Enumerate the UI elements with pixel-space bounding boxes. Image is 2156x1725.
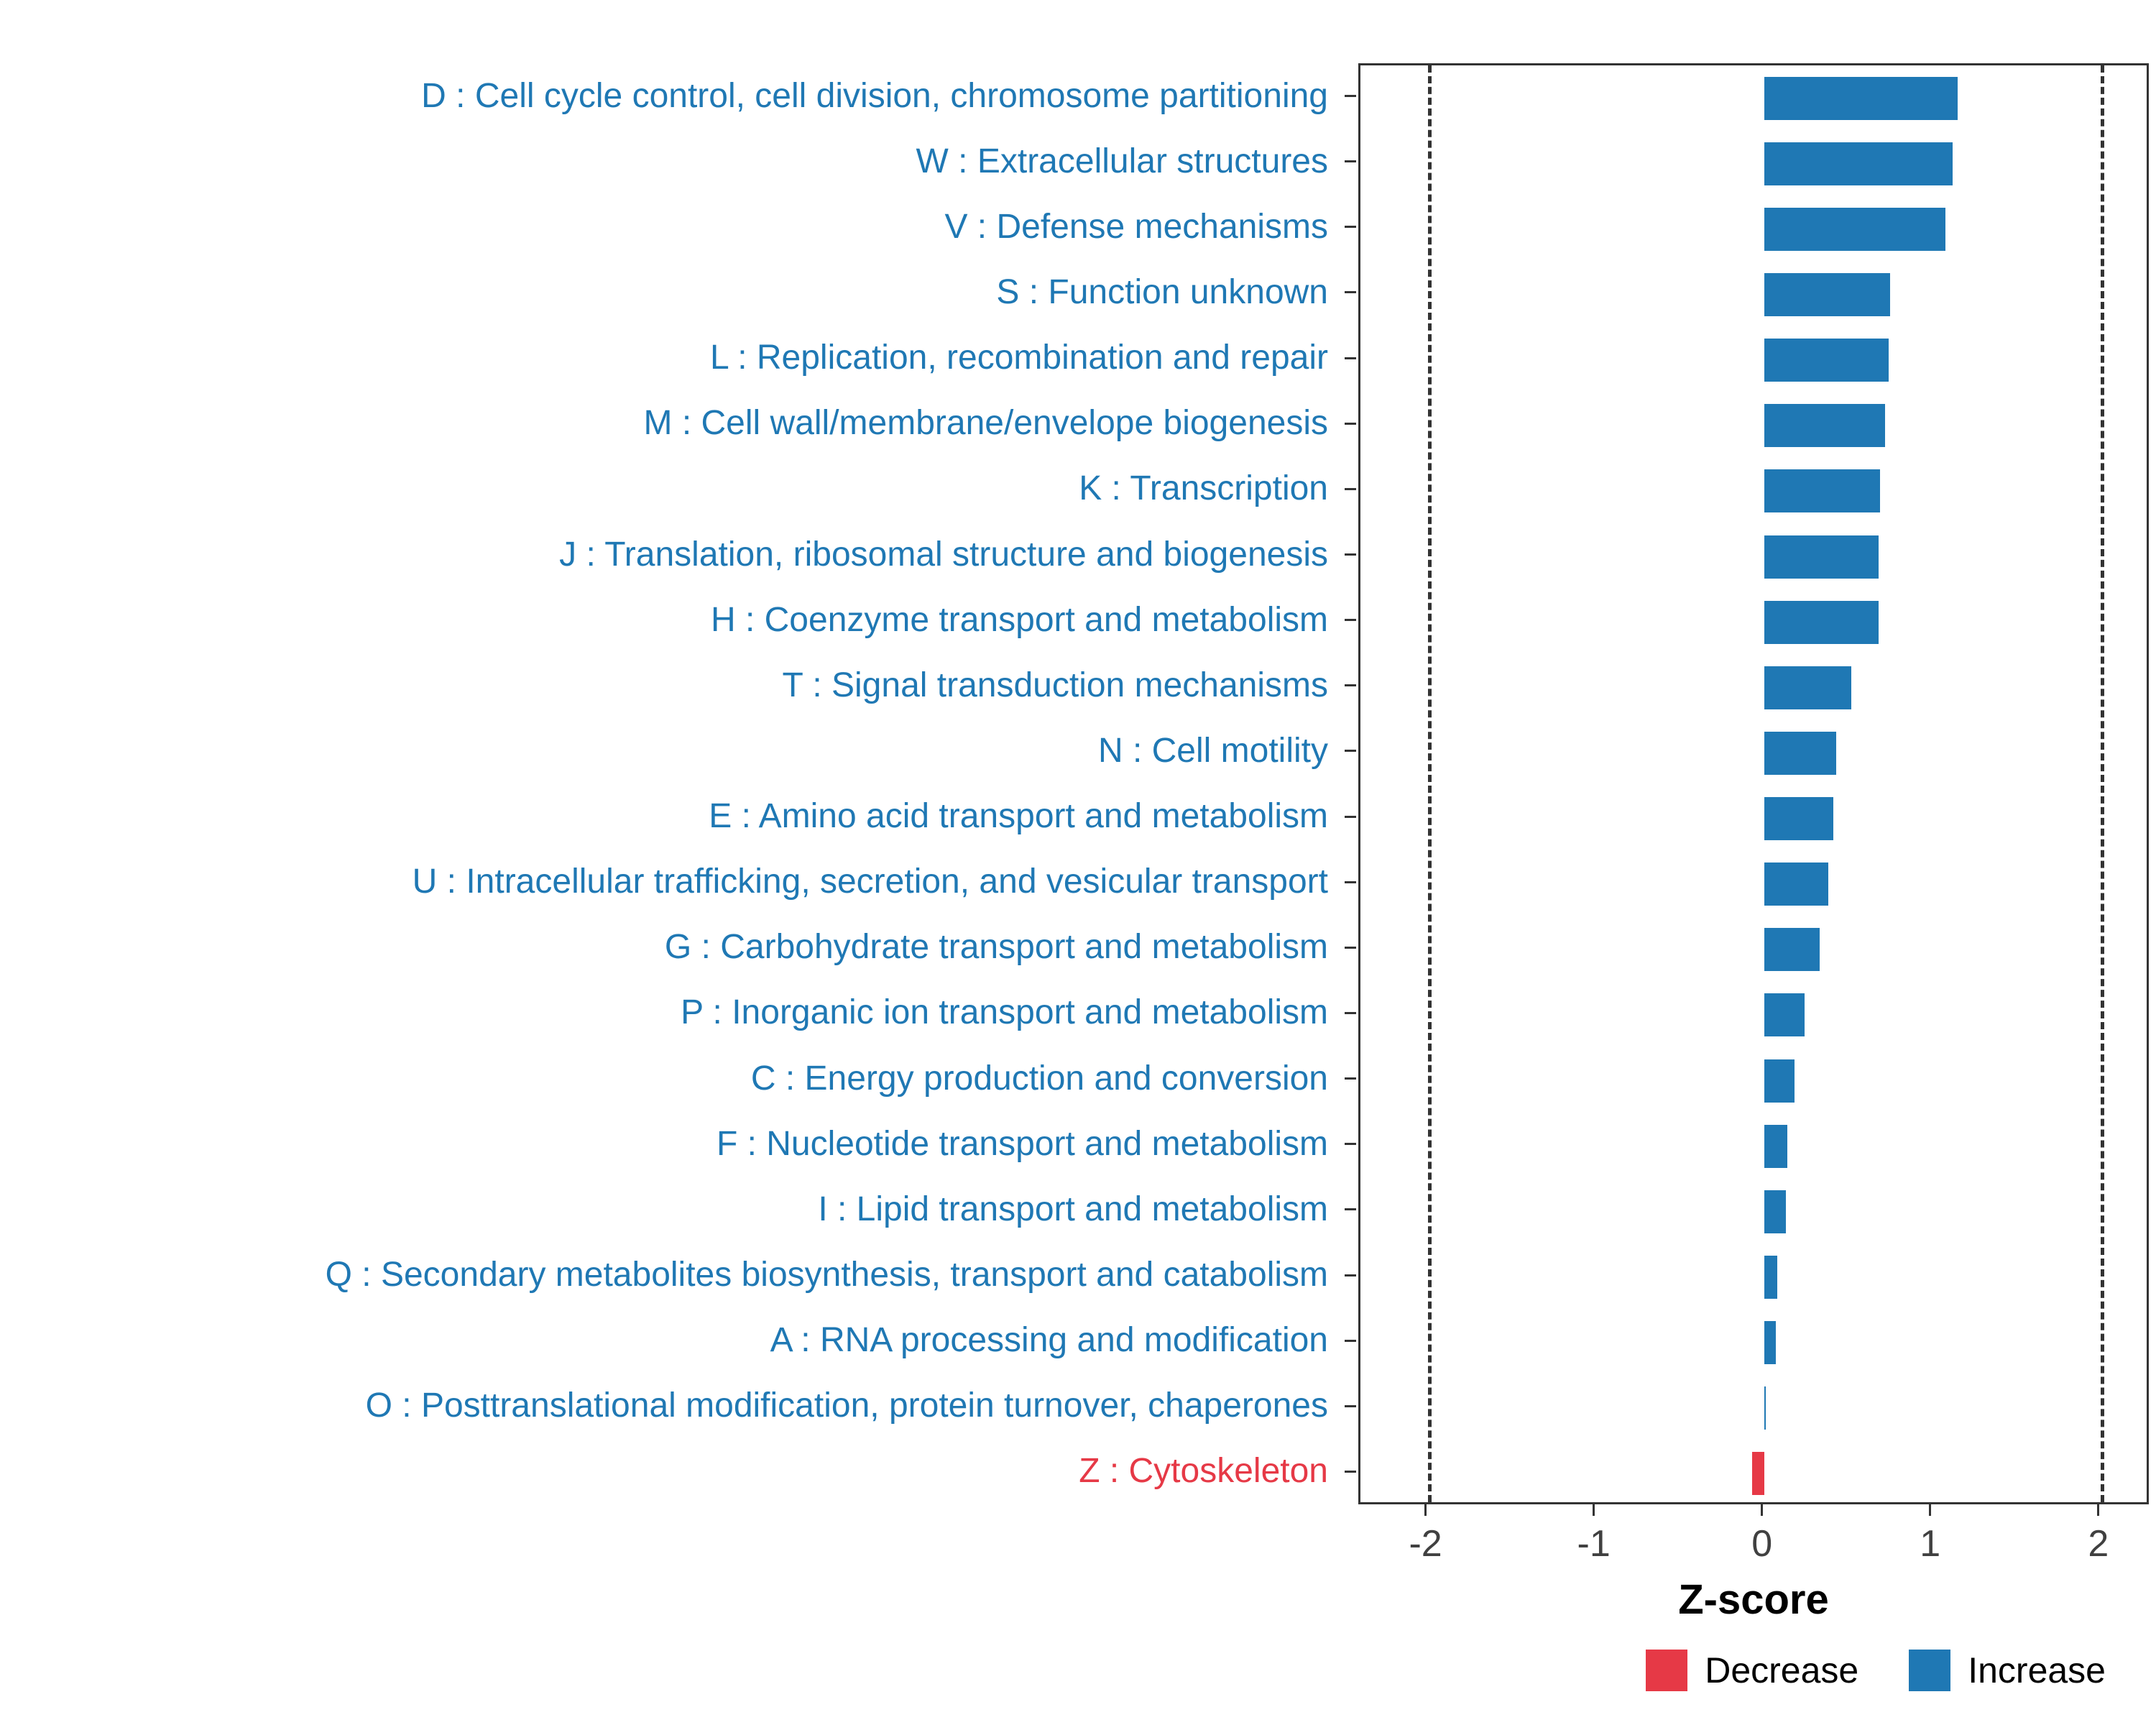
bar (1764, 928, 1820, 972)
legend-swatch-decrease (1646, 1650, 1688, 1691)
y-axis-tick (1345, 422, 1356, 425)
category-label: C : Energy production and conversion (750, 1059, 1328, 1098)
bar (1764, 404, 1886, 448)
category-label: G : Carbohydrate transport and metabolis… (664, 928, 1328, 967)
category-label: Q : Secondary metabolites biosynthesis, … (325, 1256, 1328, 1294)
bar (1764, 272, 1891, 316)
y-axis-tick (1345, 684, 1356, 687)
legend-swatch-increase (1909, 1650, 1951, 1691)
y-axis-tick (1345, 815, 1356, 818)
category-label: Z : Cytoskeleton (1079, 1452, 1328, 1491)
bar (1764, 993, 1805, 1037)
category-label: N : Cell motility (1097, 731, 1328, 770)
y-axis-tick (1345, 750, 1356, 753)
bar (1764, 1124, 1788, 1168)
y-axis-tick (1345, 880, 1356, 883)
x-axis-tick (1424, 1504, 1427, 1516)
y-axis-tick (1345, 1077, 1356, 1080)
bar (1764, 1386, 1766, 1430)
bar (1764, 1321, 1777, 1365)
x-tick-label: 1 (1920, 1523, 1941, 1565)
y-axis-tick (1345, 1143, 1356, 1146)
legend-label-decrease: Decrease (1705, 1650, 1859, 1690)
category-label: E : Amino acid transport and metabolism (709, 797, 1328, 836)
bar (1764, 600, 1879, 644)
y-axis-tick (1345, 226, 1356, 229)
category-label: P : Inorganic ion transport and metaboli… (681, 993, 1328, 1032)
y-axis-tick (1345, 553, 1356, 556)
y-axis-tick (1345, 487, 1356, 490)
y-axis-tick (1345, 160, 1356, 163)
bar (1764, 339, 1889, 382)
category-label: A : RNA processing and modification (770, 1321, 1328, 1360)
bar (1764, 1256, 1778, 1300)
bar (1752, 1452, 1764, 1496)
x-tick-label: 0 (1751, 1523, 1773, 1565)
bar (1764, 142, 1953, 185)
category-label: V : Defense mechanisms (944, 207, 1328, 246)
bar (1764, 731, 1837, 775)
bar (1764, 1190, 1787, 1233)
dashed-reference-line (2100, 65, 2104, 1502)
y-axis-tick (1345, 1274, 1356, 1276)
bar (1764, 207, 1946, 251)
x-axis-tick (1761, 1504, 1764, 1516)
bar (1764, 862, 1828, 906)
x-tick-label: -1 (1577, 1523, 1611, 1565)
category-label: S : Function unknown (996, 272, 1328, 311)
category-label: F : Nucleotide transport and metabolism (716, 1124, 1328, 1163)
bar (1764, 469, 1881, 513)
legend-item-decrease: Decrease (1646, 1650, 1858, 1691)
bar (1764, 666, 1852, 709)
x-tick-label: 2 (2088, 1523, 2109, 1565)
legend-label-increase: Increase (1968, 1650, 2106, 1690)
y-axis-tick (1345, 95, 1356, 98)
legend: Decrease Increase (1646, 1650, 2106, 1691)
chart-panel (1358, 63, 2149, 1504)
y-axis-tick (1345, 1339, 1356, 1342)
x-axis-title: Z-score (1678, 1576, 1829, 1623)
y-axis-tick (1345, 1470, 1356, 1473)
y-axis-tick (1345, 291, 1356, 294)
bar (1764, 797, 1833, 841)
y-axis-tick (1345, 1404, 1356, 1407)
category-label: T : Signal transduction mechanisms (782, 666, 1328, 704)
y-axis-category-labels: D : Cell cycle control, cell division, c… (0, 63, 1328, 1504)
x-tick-label: -2 (1409, 1523, 1442, 1565)
bar (1764, 535, 1879, 579)
x-axis-tick (2097, 1504, 2100, 1516)
bar (1764, 76, 1958, 120)
category-label: I : Lipid transport and metabolism (818, 1190, 1328, 1228)
category-label: W : Extracellular structures (916, 142, 1328, 180)
category-label: U : Intracellular trafficking, secretion… (412, 862, 1328, 901)
legend-item-increase: Increase (1909, 1650, 2106, 1691)
y-axis-tick (1345, 356, 1356, 359)
x-axis-tick (1593, 1504, 1595, 1516)
category-label: O : Posttranslational modification, prot… (365, 1386, 1328, 1425)
y-axis-tick (1345, 1208, 1356, 1211)
category-label: D : Cell cycle control, cell division, c… (421, 76, 1328, 115)
category-label: L : Replication, recombination and repai… (709, 339, 1328, 377)
y-axis-tick (1345, 1011, 1356, 1014)
bar (1764, 1059, 1795, 1103)
y-axis-tick (1345, 946, 1356, 949)
x-axis-tick (1929, 1504, 1932, 1516)
category-label: M : Cell wall/membrane/envelope biogenes… (643, 404, 1328, 443)
category-label: K : Transcription (1079, 469, 1328, 508)
category-label: H : Coenzyme transport and metabolism (710, 600, 1328, 639)
dashed-reference-line (1427, 65, 1432, 1502)
y-axis-tick (1345, 619, 1356, 622)
category-label: J : Translation, ribosomal structure and… (559, 535, 1328, 574)
